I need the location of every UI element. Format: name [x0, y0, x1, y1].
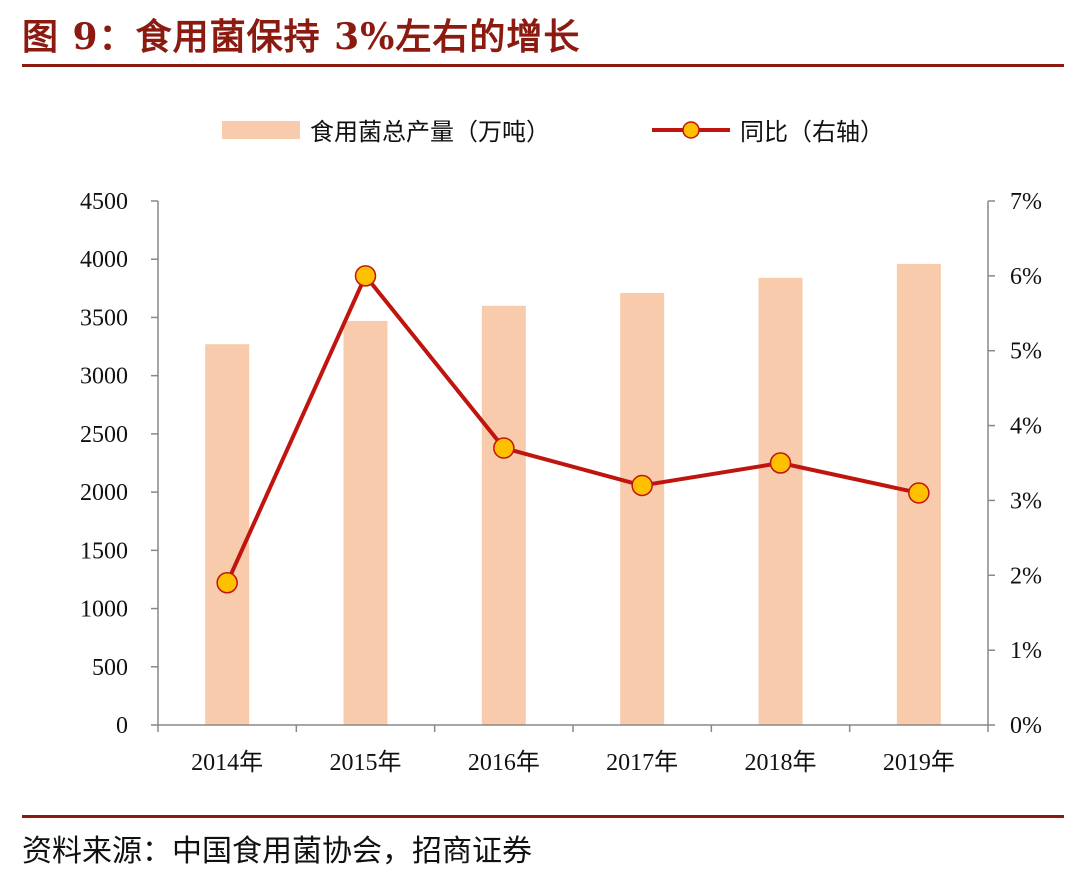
x-tick-label: 2016年	[468, 749, 540, 776]
left-tick-label: 4500	[80, 189, 128, 215]
bar-2015年	[343, 320, 388, 725]
left-tick-label: 2500	[80, 422, 128, 448]
chart-legend: 食用菌总产量（万吨） 同比（右轴）	[222, 118, 884, 146]
bar-2016年	[481, 305, 526, 725]
plot-area: 0 500 1000 1500 2000 2500 3000 3500 4000 4500 0% 1%…	[80, 189, 1042, 776]
yoy-point-2015年	[354, 265, 377, 287]
source-note: 资料来源：中国食用菌协会，招商证券	[22, 834, 532, 869]
x-tick-label: 2015年	[330, 749, 402, 776]
right-tick-label: 6%	[1010, 264, 1042, 290]
legend-bar-label: 食用菌总产量（万吨）	[310, 118, 550, 146]
legend-line-label: 同比（右轴）	[740, 118, 884, 146]
right-tick-label: 1%	[1010, 638, 1042, 664]
x-tick-label: 2018年	[745, 749, 817, 776]
right-tick-label: 7%	[1010, 189, 1042, 215]
x-tick-label: 2017年	[606, 749, 678, 776]
yoy-point-2017年	[631, 474, 653, 497]
left-tick-label: 3500	[80, 305, 128, 331]
bar-2017年	[620, 292, 665, 725]
left-tick-label: 3000	[80, 364, 128, 390]
right-tick-label: 0%	[1010, 713, 1042, 739]
right-tick-label: 5%	[1010, 339, 1042, 365]
left-tick-label: 4000	[80, 247, 128, 273]
title-rule	[22, 64, 1064, 67]
left-tick-label: 1500	[80, 538, 128, 564]
right-tick-label: 2%	[1010, 563, 1042, 589]
source-rule	[22, 815, 1064, 818]
legend-line-marker	[682, 121, 700, 139]
figure-title: 图 9：食用菌保持 3%左右的增长	[22, 16, 581, 58]
left-tick-label: 500	[92, 655, 128, 681]
yoy-point-2019年	[908, 482, 930, 504]
x-tick-label: 2019年	[883, 749, 955, 776]
yoy-point-2018年	[769, 452, 792, 474]
left-tick-label: 0	[116, 713, 128, 739]
yoy-point-2016年	[493, 437, 515, 459]
yoy-line	[225, 273, 920, 584]
bar-2018年	[758, 277, 803, 725]
bar-2014年	[205, 344, 250, 725]
left-tick-label: 1000	[80, 597, 128, 623]
left-tick-label: 2000	[80, 480, 128, 506]
right-tick-label: 4%	[1010, 414, 1042, 440]
right-tick-label: 3%	[1010, 488, 1042, 514]
yoy-point-2014年	[216, 572, 238, 594]
x-tick-label: 2014年	[191, 749, 263, 776]
legend-bar-swatch	[222, 121, 300, 139]
